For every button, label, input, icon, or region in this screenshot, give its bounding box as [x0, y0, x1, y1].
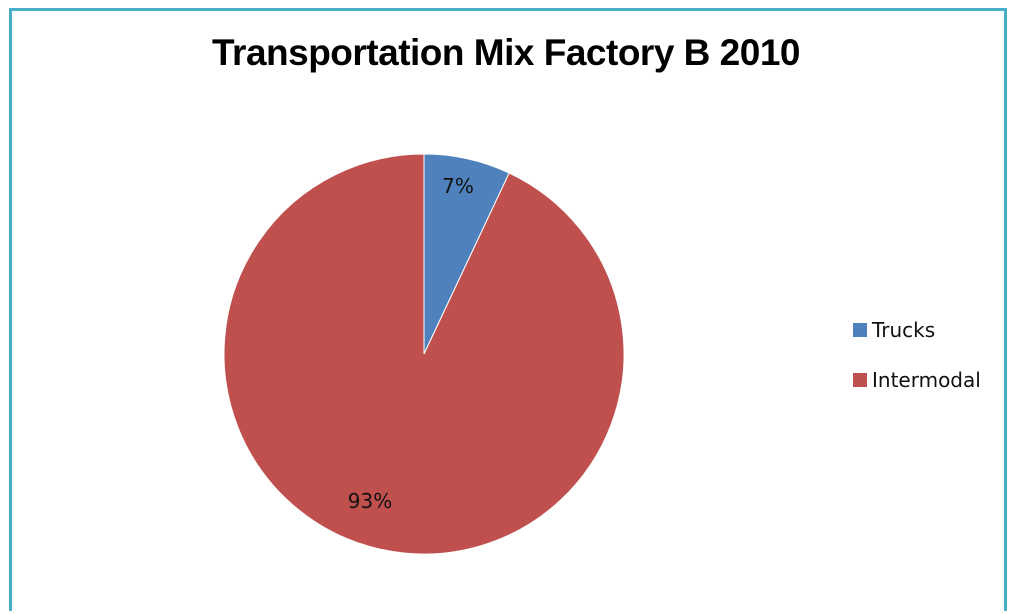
- legend-swatch-trucks: [853, 323, 867, 337]
- slice-label-intermodal: 93%: [348, 489, 392, 513]
- slice-label-trucks: 7%: [442, 174, 474, 198]
- pie-slices: [223, 153, 625, 555]
- legend-swatch-intermodal: [853, 373, 867, 387]
- chart-title: Transportation Mix Factory B 2010: [211, 32, 801, 73]
- legend: Trucks Intermodal: [853, 318, 981, 392]
- pie-slice-labels: 7% 93%: [348, 174, 474, 513]
- legend-label-trucks: Trucks: [871, 318, 935, 342]
- legend-label-intermodal: Intermodal: [872, 368, 981, 392]
- pie-slice-intermodal: [223, 153, 625, 555]
